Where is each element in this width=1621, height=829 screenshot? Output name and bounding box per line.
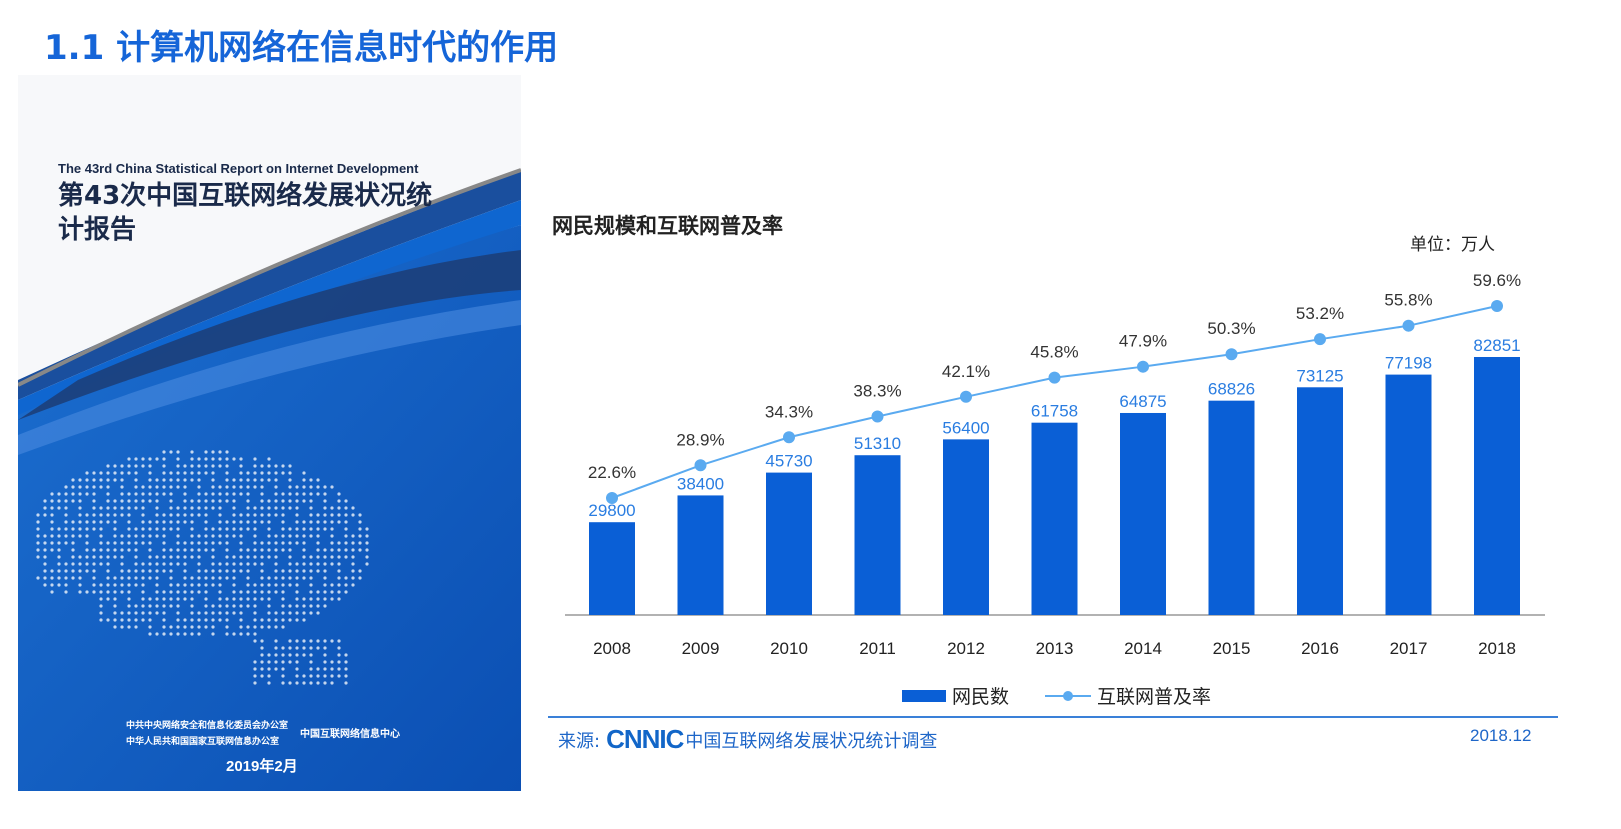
bar-2015 [1208, 400, 1255, 615]
cnnic-logo: CNNIC [606, 724, 684, 754]
x-tick-2017: 2017 [1390, 639, 1428, 658]
rate-point-2009 [694, 459, 707, 472]
cover-org-3: 中国互联网络信息中心 [300, 729, 400, 740]
cover-title-en: The 43rd China Statistical Report on Int… [58, 161, 419, 176]
source-text: 中国互联网络发展状况统计调查 [685, 730, 938, 752]
source-line: 来源: CNNIC 中国互联网络发展状况统计调查 [558, 724, 937, 755]
bar-label-2009: 38400 [677, 474, 724, 493]
rate-label-2018: 59.6% [1473, 271, 1521, 290]
bar-2009 [677, 495, 724, 615]
chart-legend: 网民数 互联网普及率 [902, 682, 1211, 709]
rate-label-2016: 53.2% [1296, 304, 1344, 323]
x-tick-2010: 2010 [770, 639, 808, 658]
cover-org-2: 中华人民共和国国家互联网信息办公室 [126, 736, 280, 746]
bar-label-2018: 82851 [1473, 336, 1520, 355]
cover-org-1: 中共中央网络安全和信息化委员会办公室 [126, 720, 289, 730]
cover-graphic [18, 168, 521, 791]
footer-divider [548, 716, 1558, 718]
bar-label-2017: 77198 [1385, 354, 1432, 373]
bar-2012 [943, 439, 989, 615]
bar-label-2013: 61758 [1031, 402, 1078, 421]
rate-point-2014 [1137, 360, 1149, 373]
chart-unit: 单位：万人 [1410, 235, 1495, 255]
bar-label-2016: 73125 [1296, 366, 1343, 385]
rate-label-2009: 28.9% [676, 430, 724, 449]
x-tick-2011: 2011 [859, 639, 896, 658]
legend-line-swatch [1045, 690, 1092, 701]
rate-label-2015: 50.3% [1207, 319, 1255, 338]
legend-label-users: 网民数 [952, 686, 1010, 708]
slide-title: 1.1 计算机网络在信息时代的作用 [44, 28, 559, 68]
rate-label-2010: 34.3% [765, 402, 813, 421]
bar-label-2008: 29800 [588, 501, 635, 520]
x-tick-2012: 2012 [947, 639, 985, 658]
bar-label-2012: 56400 [942, 418, 989, 437]
bar-label-2014: 64875 [1119, 392, 1166, 411]
x-tick-2015: 2015 [1213, 639, 1251, 658]
rate-label-2012: 42.1% [942, 362, 990, 381]
x-tick-2018: 2018 [1478, 639, 1516, 658]
chart-title: 网民规模和互联网普及率 [552, 214, 783, 238]
legend-label-rate: 互联网普及率 [1097, 686, 1212, 708]
source-label: 来源: [558, 730, 601, 752]
bar-label-2015: 68826 [1208, 380, 1255, 399]
cover-title-cn: 第43次中国互联网络发展状况统计报告 [58, 181, 433, 245]
rate-label-2014: 47.9% [1119, 332, 1167, 351]
bar-2008 [589, 522, 635, 615]
rate-point-2018 [1491, 299, 1503, 312]
world-map-dots [36, 450, 369, 685]
bar-2017 [1385, 374, 1432, 615]
bar-label-2011: 51310 [854, 434, 901, 453]
x-tick-2014: 2014 [1124, 639, 1162, 658]
x-tick-2009: 2009 [682, 639, 720, 658]
bar-2013 [1031, 422, 1078, 615]
bar-2014 [1120, 412, 1166, 615]
bar-2016 [1297, 387, 1343, 615]
rate-point-2008 [606, 492, 618, 504]
rate-point-2011 [871, 410, 884, 423]
rate-point-2012 [960, 390, 972, 403]
report-cover-image: The 43rd China Statistical Report on Int… [18, 75, 521, 791]
rate-point-2017 [1402, 319, 1415, 332]
legend-bar-swatch [902, 689, 946, 702]
rate-point-2015 [1225, 348, 1238, 361]
rate-point-2013 [1048, 371, 1061, 384]
bar-label-2010: 45730 [765, 452, 812, 471]
x-tick-2016: 2016 [1301, 639, 1339, 658]
rate-label-2008: 22.6% [588, 463, 636, 482]
rate-point-2016 [1314, 333, 1326, 346]
rate-label-2011: 38.3% [853, 382, 901, 401]
rate-label-2017: 55.8% [1384, 291, 1432, 310]
x-tick-2013: 2013 [1036, 639, 1074, 658]
bar-2010 [766, 472, 812, 615]
bar-2011 [854, 455, 901, 615]
x-tick-2008: 2008 [593, 639, 631, 658]
source-date: 2018.12 [1470, 726, 1532, 745]
rate-point-2010 [783, 431, 795, 444]
cover-date: 2019年2月 [226, 758, 298, 775]
rate-label-2013: 45.8% [1030, 343, 1078, 362]
bar-2018 [1474, 357, 1520, 615]
